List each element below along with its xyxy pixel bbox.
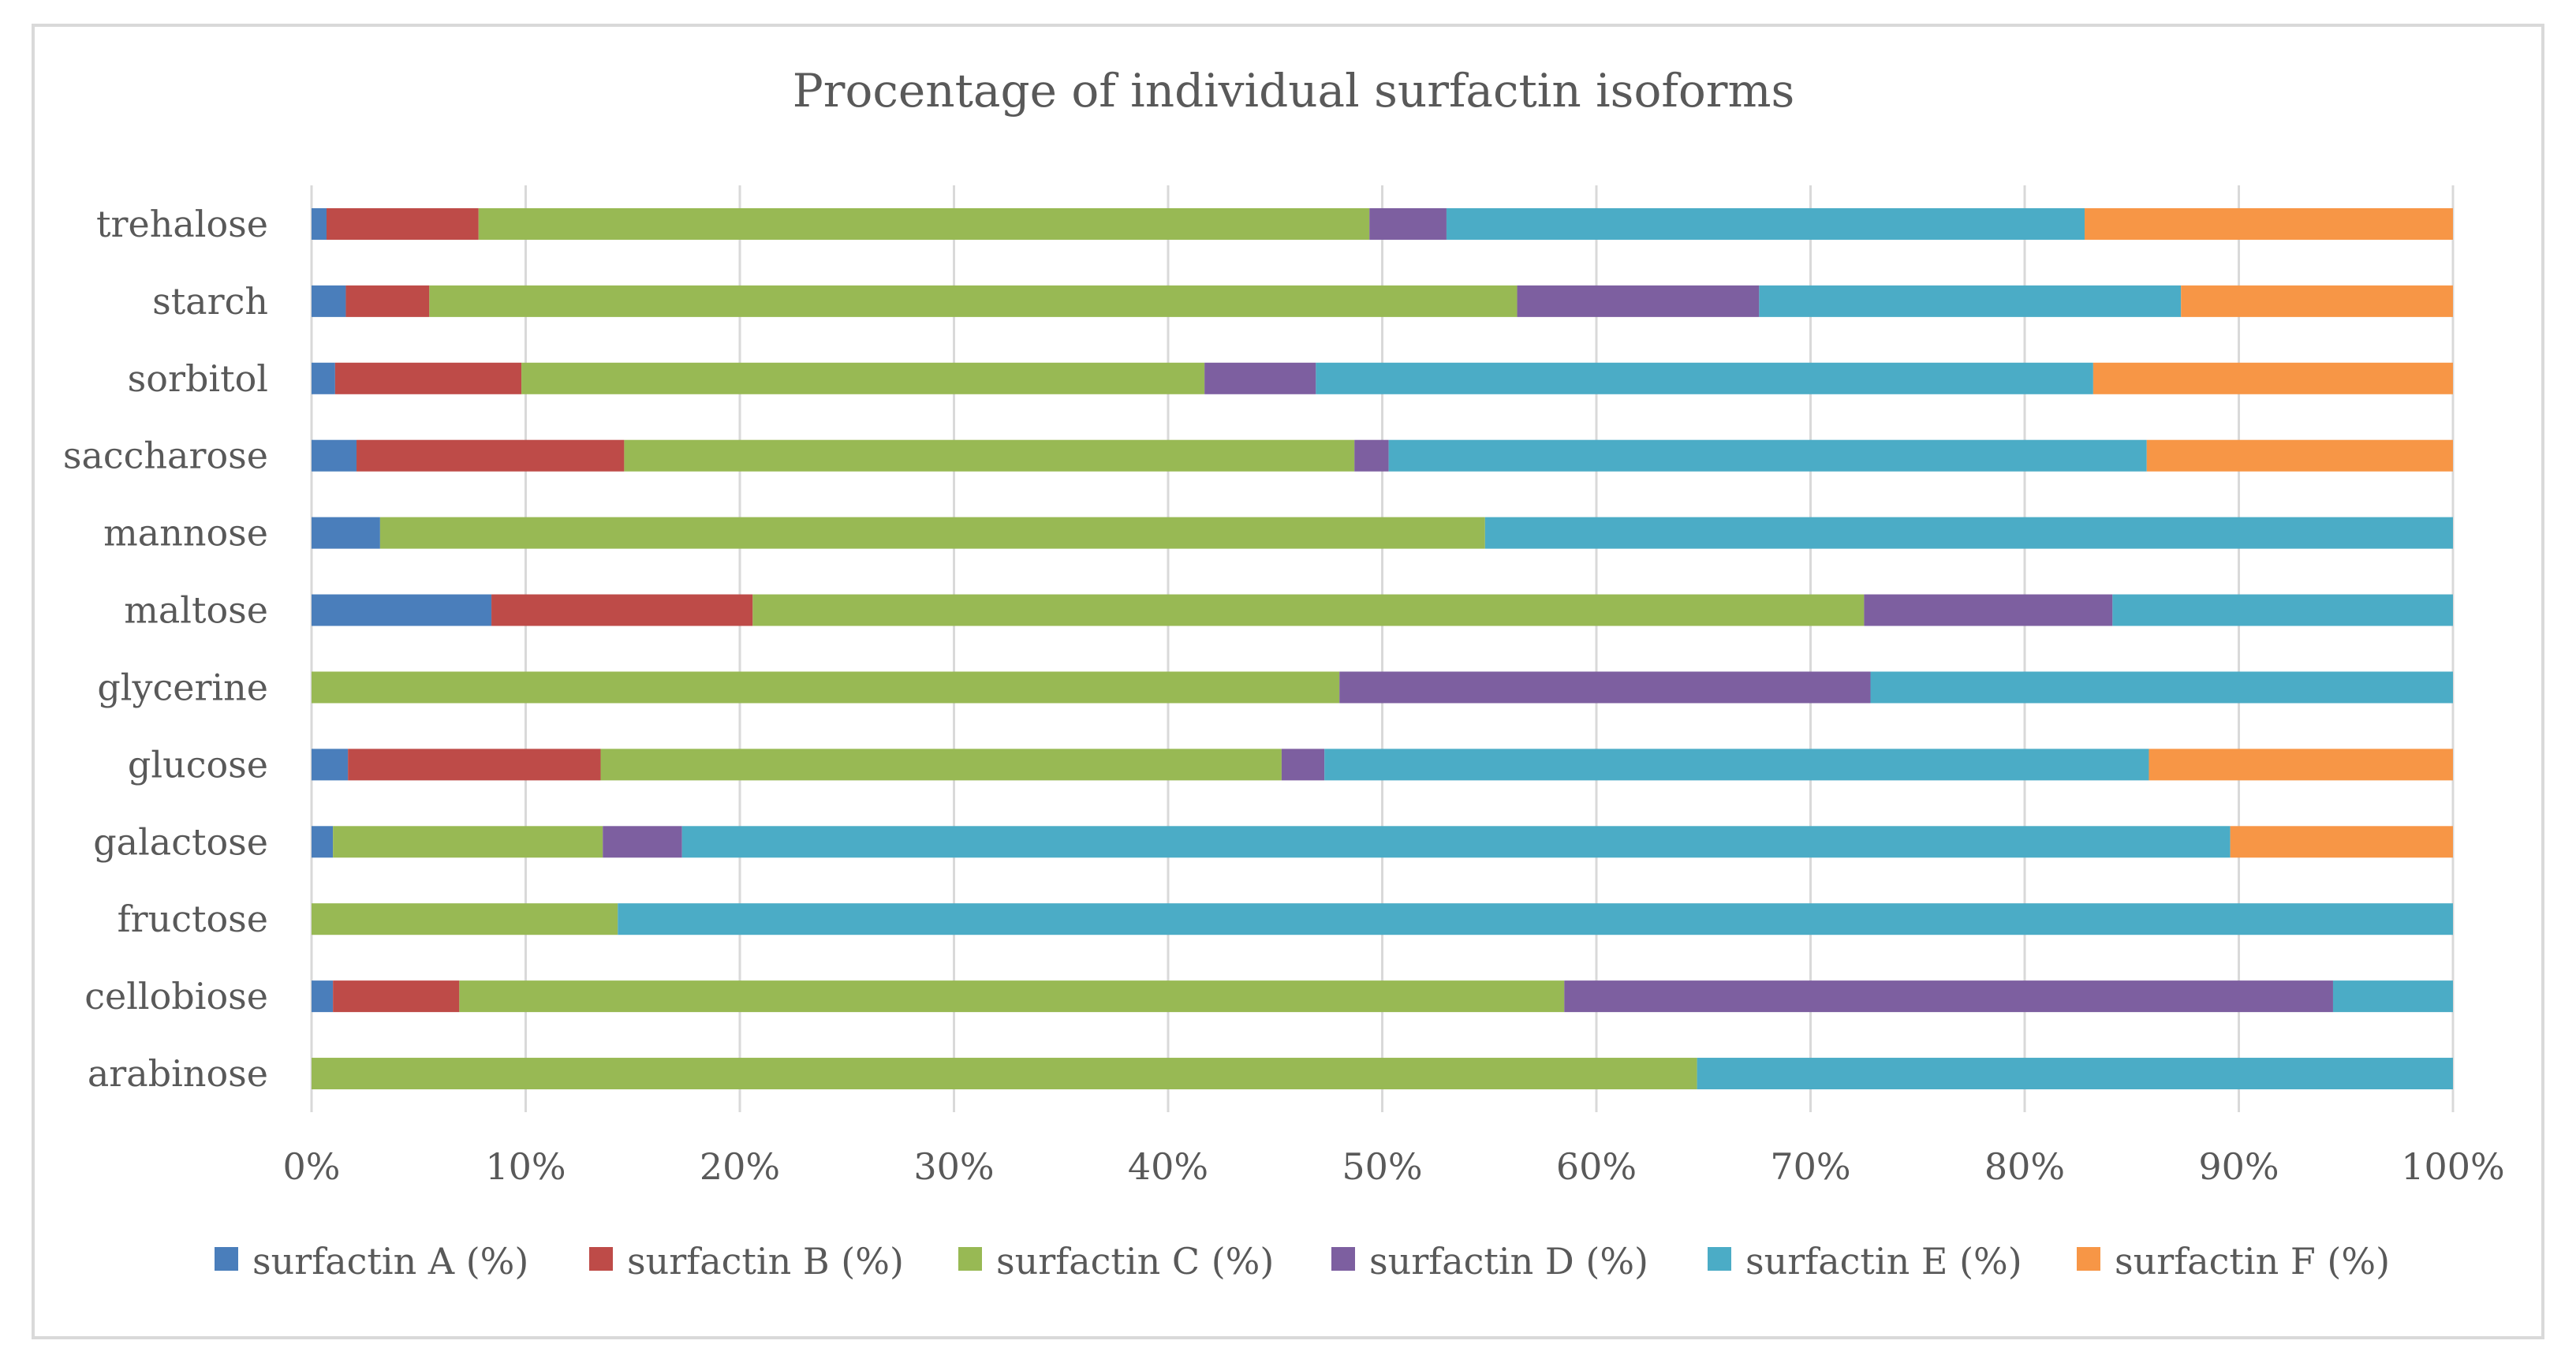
bar-segment	[1281, 749, 1325, 781]
x-tick-label: 90%	[2198, 1145, 2279, 1188]
bar-segment	[327, 207, 479, 240]
legend-label: surfactin B (%)	[627, 1240, 904, 1283]
x-tick-label: 50%	[1342, 1145, 1422, 1188]
category-label: mannose	[103, 512, 268, 555]
bar-segment	[1388, 439, 2147, 472]
x-tick-label: 10%	[485, 1145, 566, 1188]
bar-segment	[312, 980, 334, 1013]
bar-segment	[1484, 517, 2453, 549]
bar-segment	[1339, 671, 1871, 704]
x-tick-label: 80%	[1984, 1145, 2065, 1188]
bar-segment	[618, 903, 2453, 935]
x-tick-label: 40%	[1128, 1145, 1208, 1188]
bar-segment	[357, 439, 625, 472]
x-tick-label: 0%	[283, 1145, 341, 1188]
bar-segment	[478, 207, 1370, 240]
category-label: glucose	[128, 743, 268, 786]
x-tick-label: 30%	[913, 1145, 994, 1188]
gridlines	[310, 185, 2455, 1112]
bar-segment	[2181, 285, 2453, 317]
category-label: saccharose	[63, 435, 268, 477]
bar-segment	[1517, 285, 1760, 317]
bar-segment	[345, 285, 430, 317]
bar-segment	[312, 517, 380, 549]
bar-segment	[2085, 207, 2453, 240]
category-labels: trehalose starch sorbitol saccharose mannose…	[63, 203, 268, 1095]
bar-segment	[333, 826, 603, 858]
bar-segment	[521, 362, 1205, 394]
bar-segment	[2093, 362, 2453, 394]
bar-segment	[312, 207, 327, 240]
bar-segment	[2149, 749, 2453, 781]
bar-segment	[459, 980, 1565, 1013]
category-label: maltose	[124, 589, 268, 632]
chart-title: Procentage of individual surfactin isofo…	[793, 64, 1795, 118]
legend-swatch	[958, 1247, 982, 1271]
legend-swatch	[589, 1247, 613, 1271]
x-tick-labels: 0% 10% 20% 30% 40% 50% 60% 70% 80% 90% 100%	[283, 1145, 2505, 1188]
bar-segment	[1864, 594, 2113, 626]
bar-segment	[312, 671, 1340, 704]
bar-segment	[312, 362, 335, 394]
bar-segment	[2146, 439, 2453, 472]
bar-segment	[2332, 980, 2453, 1013]
category-label: sorbitol	[128, 357, 268, 400]
bar-segment	[333, 980, 460, 1013]
legend-swatch	[2077, 1247, 2100, 1271]
bar-segment	[334, 362, 522, 394]
bar-segment	[1870, 671, 2453, 704]
x-tick-label: 20%	[700, 1145, 780, 1188]
bar-segment	[2112, 594, 2453, 626]
category-label: glycerine	[97, 666, 268, 708]
bar-segment	[681, 826, 2231, 858]
x-tick-label: 60%	[1556, 1145, 1637, 1188]
category-label: galactose	[93, 820, 268, 863]
legend-swatch	[1708, 1247, 1731, 1271]
legend: surfactin A (%) surfactin B (%) surfactin …	[215, 1240, 2390, 1283]
bar-segment	[603, 826, 682, 858]
bars	[312, 207, 2453, 1090]
bar-segment	[312, 826, 334, 858]
category-label: cellobiose	[84, 975, 268, 1018]
bar-segment	[1697, 1058, 2453, 1090]
bar-segment	[312, 903, 618, 935]
category-label: trehalose	[96, 203, 268, 245]
bar-segment	[1324, 749, 2149, 781]
bar-segment	[312, 1058, 1697, 1090]
bar-segment	[2230, 826, 2453, 858]
bar-segment	[312, 594, 492, 626]
bar-segment	[752, 594, 1865, 626]
bar-segment	[429, 285, 1518, 317]
bar-segment	[1759, 285, 2182, 317]
legend-label: surfactin E (%)	[1745, 1240, 2022, 1283]
bar-segment	[624, 439, 1355, 472]
bar-segment	[1354, 439, 1389, 472]
bar-segment	[312, 285, 346, 317]
category-label: starch	[152, 280, 268, 323]
legend-label: surfactin C (%)	[996, 1240, 1274, 1283]
bar-segment	[1369, 207, 1447, 240]
legend-label: surfactin A (%)	[252, 1240, 528, 1283]
bar-segment	[312, 749, 349, 781]
bar-segment	[600, 749, 1282, 781]
category-label: fructose	[118, 898, 268, 940]
category-label: arabinose	[88, 1052, 268, 1095]
bar-segment	[348, 749, 601, 781]
legend-label: surfactin D (%)	[1369, 1240, 1648, 1283]
bar-segment	[1564, 980, 2333, 1013]
bar-segment	[1204, 362, 1316, 394]
x-tick-label: 100%	[2401, 1145, 2505, 1188]
bar-segment	[1446, 207, 2085, 240]
bar-segment	[491, 594, 753, 626]
x-tick-label: 70%	[1770, 1145, 1850, 1188]
bar-segment	[312, 439, 357, 472]
legend-swatch	[215, 1247, 238, 1271]
legend-label: surfactin F (%)	[2115, 1240, 2390, 1283]
bar-segment	[379, 517, 1485, 549]
legend-swatch	[1331, 1247, 1355, 1271]
bar-segment	[1316, 362, 2093, 394]
